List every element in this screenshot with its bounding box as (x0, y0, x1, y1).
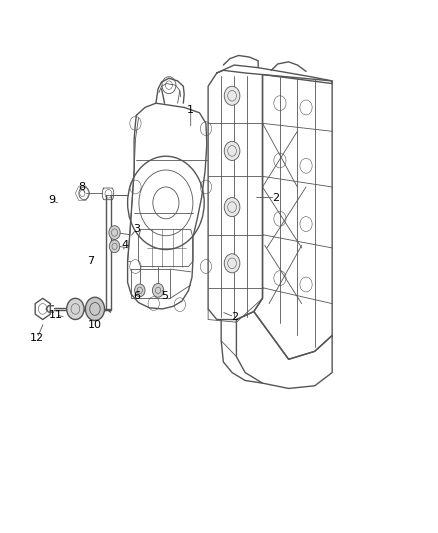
Text: 12: 12 (30, 333, 44, 343)
Text: 4: 4 (122, 240, 129, 251)
Text: 11: 11 (49, 310, 63, 320)
Circle shape (110, 240, 120, 253)
Text: 6: 6 (133, 290, 140, 301)
Circle shape (152, 284, 164, 297)
Circle shape (224, 254, 240, 273)
Text: 5: 5 (161, 290, 168, 301)
Text: 8: 8 (78, 182, 85, 192)
Circle shape (67, 298, 84, 319)
Circle shape (224, 86, 240, 106)
Circle shape (109, 225, 120, 239)
Circle shape (224, 141, 240, 160)
Text: 3: 3 (133, 224, 140, 235)
Text: 2: 2 (231, 312, 238, 322)
Text: 10: 10 (88, 320, 102, 330)
Circle shape (134, 284, 145, 297)
Circle shape (224, 198, 240, 216)
Text: 1: 1 (187, 105, 194, 115)
Text: 9: 9 (48, 195, 55, 205)
Text: 2: 2 (272, 192, 279, 203)
Circle shape (85, 297, 105, 320)
Text: 7: 7 (87, 256, 94, 266)
